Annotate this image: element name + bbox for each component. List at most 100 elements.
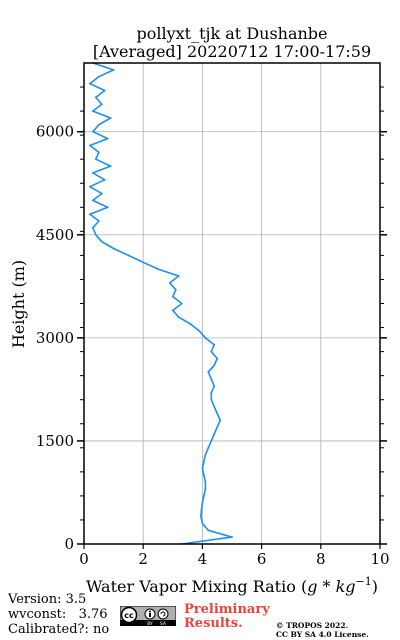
y-axis-ticks: 0 1500 3000 4500 6000 [36,86,387,553]
data-point-0-60 [91,130,94,133]
data-point-0-3 [201,522,204,525]
data-point-0-15 [210,440,213,442]
data-point-0-26 [213,364,216,367]
data-point-0-46 [91,227,94,229]
data-point-0-4 [200,515,202,518]
data-point-0-64 [100,103,103,106]
data-point-0-37 [174,288,177,291]
x-axis-label-math: g * kg [307,577,355,596]
x-tick-label-2: 4 [198,550,208,568]
y-tick-label-2: 3000 [36,329,74,347]
data-point-0-34 [171,309,174,312]
calibrated-text: Calibrated?: no [8,622,110,637]
data-point-0-56 [94,158,97,161]
data-series [89,62,233,545]
x-axis-label: Water Vapor Mixing Ratio (g * kg−1) [86,575,378,596]
cc-license-badge: cc BY SA [120,606,176,626]
wvconst-text: wvconst: 3.76 [8,607,108,622]
data-point-0-9 [204,481,207,484]
data-point-0-68 [97,75,100,78]
data-point-0-63 [91,110,94,112]
x-tick-label-0: 0 [79,550,89,568]
license-line1: © TROPOS 2022. [276,621,349,630]
data-point-0-1 [231,536,233,539]
data-point-0-57 [97,151,100,154]
data-point-0-44 [100,240,103,243]
data-point-0-25 [207,371,210,374]
data-point-0-42 [127,254,130,257]
data-point-0-16 [213,433,216,435]
data-point-0-36 [171,295,174,298]
data-point-0-47 [97,220,100,222]
data-point-0-10 [202,474,205,477]
x-tick-label-1: 2 [138,550,148,568]
data-point-0-61 [97,123,100,126]
cc-icon: cc [124,611,134,620]
data-point-0-55 [109,165,112,167]
data-point-0-62 [109,117,112,119]
grid-lines [83,63,381,545]
x-tick-label-5: 10 [370,550,389,568]
x-axis-label-suffix: ) [372,577,378,596]
data-point-0-52 [89,185,91,188]
preliminary-line1: Preliminary [184,602,270,617]
plot-frame [83,62,381,545]
data-point-0-12 [202,460,205,463]
data-point-0-14 [207,446,210,449]
cc-by-label: BY [147,621,153,626]
data-point-0-24 [210,378,213,380]
data-point-0-65 [94,96,97,99]
data-point-0-51 [100,192,103,195]
data-point-0-23 [213,385,216,387]
y-axis-label: Height (m) [9,260,28,348]
data-point-0-54 [91,172,94,174]
data-point-0-18 [219,419,222,422]
data-point-0-32 [189,323,192,326]
y-tick-label-3: 4500 [36,226,74,244]
data-point-0-19 [216,412,219,415]
data-point-0-33 [177,316,180,319]
data-point-0-43 [112,247,115,250]
data-point-0-27 [216,357,219,360]
data-point-0-29 [213,343,216,346]
series-line-0 [89,62,233,545]
data-point-0-21 [210,398,213,401]
x-tick-label-4: 8 [316,550,326,568]
data-point-0-2 [207,529,210,532]
data-point-0-38 [168,281,171,284]
data-point-0-48 [89,213,91,216]
data-point-0-53 [103,178,106,181]
data-point-0-7 [202,495,205,497]
data-point-0-35 [180,302,183,305]
data-point-0-20 [213,405,216,408]
data-point-0-50 [91,199,94,202]
data-point-0-17 [216,426,219,429]
y-tick-label-4: 6000 [36,123,74,141]
license-text: © TROPOS 2022. CC BY SA 4.0 License. [276,621,369,639]
data-point-0-41 [142,261,145,264]
data-point-0-31 [198,330,201,332]
data-point-0-8 [204,488,207,490]
data-point-0-28 [210,350,213,353]
x-tick-label-3: 6 [257,550,267,568]
chart-title-line2: [Averaged] 20220712 17:00-17:59 [93,42,371,61]
x-axis-label-prefix: Water Vapor Mixing Ratio ( [86,577,307,596]
data-point-0-66 [103,89,106,92]
x-axis-ticks: 0 2 4 6 8 10 [79,544,390,568]
preliminary-results-text: Preliminary Results. [184,603,270,631]
data-point-0-45 [94,233,97,236]
data-point-0-39 [177,275,180,277]
data-point-0-67 [89,82,91,85]
data-point-0-49 [106,206,109,209]
data-point-0-13 [204,453,207,456]
y-tick-label-1: 1500 [36,432,74,450]
data-point-0-30 [204,336,207,339]
cc-sa-label: SA [160,621,167,626]
version-text: Version: 3.5 [8,592,87,607]
data-point-0-22 [210,391,213,394]
data-point-0-11 [201,467,204,470]
data-point-0-40 [157,268,159,271]
license-line2: CC BY SA 4.0 License. [276,630,369,639]
y-tick-label-0: 0 [64,535,74,553]
